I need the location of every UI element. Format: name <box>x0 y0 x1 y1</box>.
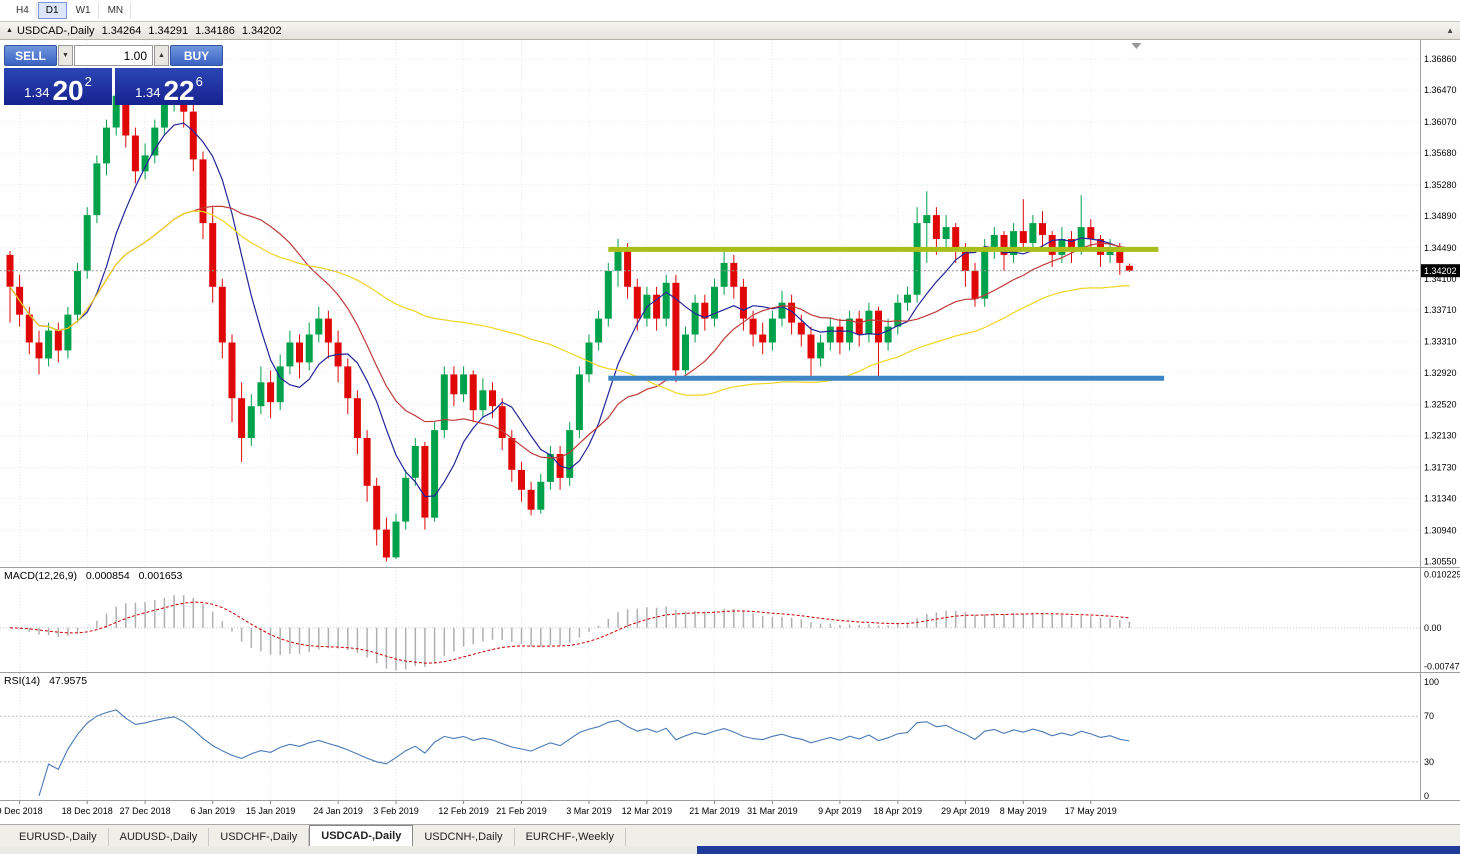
svg-text:1.36070: 1.36070 <box>1424 117 1457 127</box>
scrollbar-thumb[interactable] <box>697 846 1460 854</box>
date-axis: 9 Dec 2018 18 Dec 2018 27 Dec 2018 6 Jan 20… <box>0 800 1117 816</box>
svg-text:8 May 2019: 8 May 2019 <box>1000 806 1047 816</box>
svg-text:3 Feb 2019: 3 Feb 2019 <box>373 806 419 816</box>
svg-text:1.34100: 1.34100 <box>1424 274 1457 284</box>
sell-price-prefix: 1.34 <box>24 85 50 100</box>
chart-title: USDCAD-,Daily <box>16 24 95 37</box>
ohlc-high: 1.34291 <box>148 24 189 37</box>
buy-price-prefix: 1.34 <box>135 85 161 100</box>
svg-text:15 Jan 2019: 15 Jan 2019 <box>246 806 296 816</box>
chart-tabs-bar: EURUSD-,Daily AUDUSD-,Daily USDCHF-,Daily U… <box>0 824 1460 846</box>
svg-text:1.35680: 1.35680 <box>1424 148 1457 158</box>
svg-text:1.34890: 1.34890 <box>1424 211 1457 221</box>
svg-text:1.32130: 1.32130 <box>1424 431 1457 441</box>
trendlines-layer[interactable] <box>608 246 1165 381</box>
buy-price-pips: 22 <box>163 75 195 107</box>
chart-shift-marker <box>1131 43 1142 49</box>
ohlc-open: 1.34264 <box>101 24 142 37</box>
svg-text:17 May 2019: 17 May 2019 <box>1065 806 1117 816</box>
current-price-marker: 1.34202 <box>0 264 1460 278</box>
macd-name: MACD(12,26,9) <box>4 570 77 582</box>
horizontal-scrollbar <box>0 846 1460 854</box>
timeframe-toolbar: H4 D1 W1 MN <box>0 0 1460 22</box>
rsi-value: 47.9575 <box>49 675 88 687</box>
chart-tab-usdcnh-daily[interactable]: USDCNH-,Daily <box>413 828 515 846</box>
titlebar-collapse-icon[interactable]: ▲ <box>1446 26 1454 35</box>
svg-text:100: 100 <box>1424 677 1439 687</box>
timeframe-button-w1[interactable]: W1 <box>68 2 99 19</box>
volume-increase-button[interactable]: ▲ <box>154 45 169 66</box>
svg-text:1.31730: 1.31730 <box>1424 463 1457 473</box>
svg-text:0.010229: 0.010229 <box>1424 570 1460 580</box>
volume-input[interactable] <box>74 45 153 66</box>
price-axis: 1.36860 1.36470 1.36070 1.35680 1.35280 1.348… <box>1424 54 1457 566</box>
panel-separators <box>0 40 1460 801</box>
ohlc-close: 1.34202 <box>241 24 282 37</box>
svg-text:70: 70 <box>1424 711 1434 721</box>
rsi-panel: 100 70 30 0 <box>0 677 1439 801</box>
macd-panel: 0.010229 0.00 -0.007477 <box>0 570 1460 672</box>
buy-button[interactable]: BUY <box>170 45 223 66</box>
svg-text:1.35280: 1.35280 <box>1424 180 1457 190</box>
timeframe-button-mn[interactable]: MN <box>100 2 132 19</box>
svg-text:1.32520: 1.32520 <box>1424 400 1457 410</box>
chart-tab-audusd-daily[interactable]: AUDUSD-,Daily <box>109 828 210 846</box>
macd-main-value: 0.000854 <box>85 570 130 582</box>
chart-window-icon: ▲ <box>6 27 13 34</box>
svg-text:12 Mar 2019: 12 Mar 2019 <box>622 806 673 816</box>
svg-text:0: 0 <box>1424 791 1429 801</box>
chart-tab-usdchf-daily[interactable]: USDCHF-,Daily <box>209 828 310 846</box>
svg-text:29 Apr 2019: 29 Apr 2019 <box>941 806 990 816</box>
one-click-trading-panel: SELL ▼ ▲ BUY 1.34 20 2 1.34 22 6 <box>4 45 223 105</box>
svg-text:18 Dec 2018: 18 Dec 2018 <box>62 806 113 816</box>
svg-text:21 Mar 2019: 21 Mar 2019 <box>689 806 740 816</box>
chart-titlebar: ▲ USDCAD-,Daily 1.34264 1.34291 1.34186 … <box>0 22 1460 40</box>
svg-text:9 Dec 2018: 9 Dec 2018 <box>0 806 43 816</box>
svg-text:-0.007477: -0.007477 <box>1424 662 1460 672</box>
ma-lines-layer <box>9 122 1130 498</box>
svg-text:31 Mar 2019: 31 Mar 2019 <box>747 806 798 816</box>
sell-price-point: 2 <box>84 74 92 89</box>
svg-text:1.34490: 1.34490 <box>1424 243 1457 253</box>
chart-tab-eurusd-daily[interactable]: EURUSD-,Daily <box>8 828 109 846</box>
timeframe-button-h4[interactable]: H4 <box>8 2 37 19</box>
svg-text:18 Apr 2019: 18 Apr 2019 <box>874 806 923 816</box>
candles-layer <box>6 76 1133 562</box>
rsi-label: RSI(14) 47.9575 <box>4 675 93 687</box>
svg-text:1.30550: 1.30550 <box>1424 556 1457 566</box>
svg-text:1.36470: 1.36470 <box>1424 85 1457 95</box>
svg-text:1.33310: 1.33310 <box>1424 337 1457 347</box>
svg-text:1.30940: 1.30940 <box>1424 525 1457 535</box>
svg-text:1.31340: 1.31340 <box>1424 494 1457 504</box>
sell-button[interactable]: SELL <box>4 45 57 66</box>
svg-text:27 Dec 2018: 27 Dec 2018 <box>120 806 171 816</box>
svg-text:24 Jan 2019: 24 Jan 2019 <box>313 806 363 816</box>
sell-price-button[interactable]: 1.34 20 2 <box>4 68 112 105</box>
svg-text:30: 30 <box>1424 757 1434 767</box>
rsi-name: RSI(14) <box>4 675 41 687</box>
sell-price-pips: 20 <box>52 75 84 107</box>
grid-layer <box>0 40 1420 800</box>
svg-text:12 Feb 2019: 12 Feb 2019 <box>438 806 489 816</box>
buy-price-button[interactable]: 1.34 22 6 <box>115 68 223 105</box>
svg-text:9 Apr 2019: 9 Apr 2019 <box>818 806 862 816</box>
svg-text:3 Mar 2019: 3 Mar 2019 <box>566 806 612 816</box>
buy-price-point: 6 <box>195 74 203 89</box>
chart-tab-eurchf-weekly[interactable]: EURCHF-,Weekly <box>515 828 626 846</box>
svg-text:0.00: 0.00 <box>1424 623 1442 633</box>
svg-text:1.34202: 1.34202 <box>1424 266 1457 276</box>
volume-decrease-button[interactable]: ▼ <box>58 45 73 66</box>
ohlc-low: 1.34186 <box>195 24 235 37</box>
svg-text:1.32920: 1.32920 <box>1424 368 1457 378</box>
svg-text:1.36860: 1.36860 <box>1424 54 1457 64</box>
macd-signal-value: 0.001653 <box>138 570 183 582</box>
chart-tab-usdcad-daily[interactable]: USDCAD-,Daily <box>309 825 414 846</box>
macd-label: MACD(12,26,9) 0.000854 0.001653 <box>4 570 188 582</box>
svg-text:21 Feb 2019: 21 Feb 2019 <box>496 806 547 816</box>
svg-text:6 Jan 2019: 6 Jan 2019 <box>190 806 235 816</box>
svg-text:1.33710: 1.33710 <box>1424 305 1457 315</box>
timeframe-button-d1[interactable]: D1 <box>37 2 67 19</box>
